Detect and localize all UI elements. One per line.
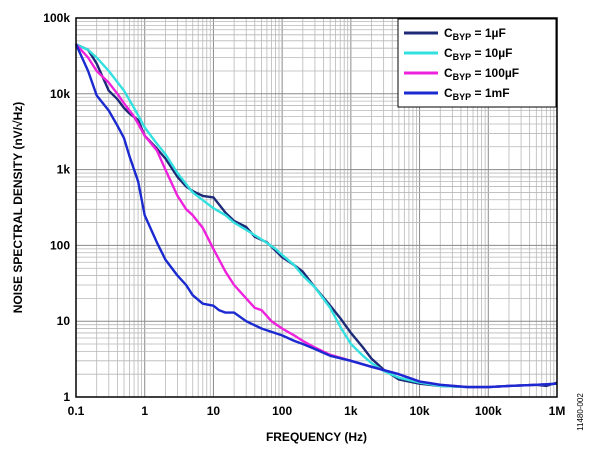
x-tick-labels: 0.1 1 10 100 1k 10k 100k 1M bbox=[68, 404, 566, 418]
x-tick-label: 1 bbox=[141, 404, 148, 418]
x-tick-label: 100 bbox=[272, 404, 292, 418]
y-tick-label: 1k bbox=[57, 163, 71, 177]
series-line-4 bbox=[74, 43, 558, 389]
x-tick-label: 0.1 bbox=[68, 404, 85, 418]
y-tick-label: 100k bbox=[43, 11, 70, 25]
legend-entry: CBYP = 100µF bbox=[444, 66, 519, 82]
y-tick-label: 1 bbox=[63, 390, 70, 404]
legend-entry: CBYP = 1mF bbox=[444, 86, 510, 102]
figure-code: 11480-002 bbox=[576, 393, 585, 431]
x-tick-label: 1M bbox=[549, 404, 566, 418]
y-axis-label: NOISE SPECTRAL DENSITY (nV/√Hz) bbox=[11, 102, 25, 314]
y-tick-label: 10 bbox=[57, 314, 71, 328]
y-tick-labels: 1 10 100 1k 10k 100k bbox=[43, 11, 70, 404]
y-tick-label: 10k bbox=[50, 87, 70, 101]
plot-frame bbox=[75, 17, 558, 398]
legend-entry: CBYP = 1µF bbox=[444, 26, 506, 42]
x-tick-label: 10k bbox=[410, 404, 430, 418]
series-lines bbox=[74, 43, 558, 389]
legend: CBYP = 1µF CBYP = 10µF CBYP = 100µF CBYP = … bbox=[397, 18, 557, 108]
x-axis-label: FREQUENCY (Hz) bbox=[266, 430, 367, 444]
legend-entry: CBYP = 10µF bbox=[444, 46, 512, 62]
x-tick-label: 10 bbox=[207, 404, 221, 418]
y-tick-label: 100 bbox=[50, 238, 70, 252]
x-tick-label: 1k bbox=[344, 404, 358, 418]
x-tick-label: 100k bbox=[475, 404, 502, 418]
